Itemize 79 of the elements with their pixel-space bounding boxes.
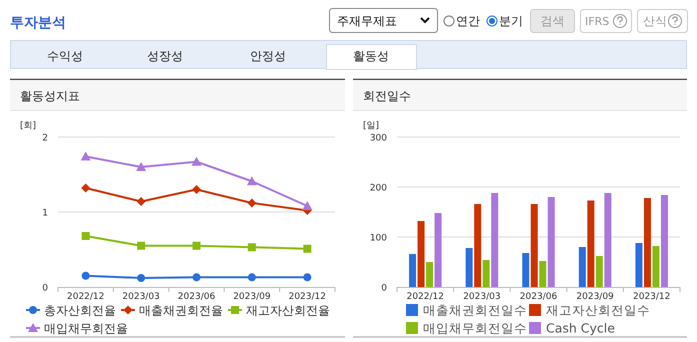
text: IFRS xyxy=(585,15,610,28)
point xyxy=(192,156,202,166)
legend-label: Cash Cycle xyxy=(546,320,616,336)
point xyxy=(82,232,90,240)
point xyxy=(303,273,312,282)
bar xyxy=(426,262,434,287)
point xyxy=(137,274,146,282)
x-tick-label: 2022/12 xyxy=(406,292,444,302)
point xyxy=(248,243,256,252)
bar xyxy=(409,254,416,287)
text: 안정성 xyxy=(250,49,286,63)
legend-label: 재고자산회전율 xyxy=(246,304,330,318)
bar xyxy=(522,253,530,287)
bar xyxy=(660,195,668,287)
point xyxy=(136,162,146,171)
x-tick-label: 2023/12 xyxy=(633,292,670,302)
legend-label: 매출채권회전일수 xyxy=(423,302,527,318)
x-tick-label: 2023/03 xyxy=(122,292,160,302)
text: 투자분석 xyxy=(10,15,66,31)
x-tick-label: 2023/09 xyxy=(233,292,271,302)
bar xyxy=(578,247,586,287)
bar xyxy=(418,221,425,287)
text: 성장성 xyxy=(147,49,183,63)
point xyxy=(247,198,256,208)
text: 주재무제표 xyxy=(337,14,397,28)
text: 분기 xyxy=(499,14,523,28)
y-tick-label: 0 xyxy=(42,284,48,294)
x-tick-label: 2023/03 xyxy=(463,292,501,302)
point xyxy=(82,272,90,280)
legend-label: 총자산회전율 xyxy=(44,304,116,318)
y-axis-title: [일] xyxy=(363,121,380,131)
bar xyxy=(539,261,546,287)
y-axis-title: [회] xyxy=(20,121,36,131)
point xyxy=(303,244,312,253)
point xyxy=(302,201,312,210)
y-tick-label: 200 xyxy=(370,184,388,194)
text: 산식 xyxy=(643,14,667,28)
bar xyxy=(604,193,612,287)
point xyxy=(248,273,256,282)
point xyxy=(137,242,146,250)
bar xyxy=(635,243,642,287)
point xyxy=(192,273,200,282)
bar xyxy=(482,260,490,287)
x-tick-label: 2023/12 xyxy=(288,292,326,302)
bar xyxy=(548,197,555,287)
bar xyxy=(596,256,603,287)
point xyxy=(192,185,201,194)
legend-label: 재고자산회전일수 xyxy=(546,302,650,318)
text: 검색 xyxy=(540,14,564,28)
bar xyxy=(491,193,498,287)
text: 연간 xyxy=(456,14,480,28)
x-tick-label: 2023/09 xyxy=(576,292,614,302)
point xyxy=(192,242,200,250)
chart-title: 활동성지표 xyxy=(20,89,80,103)
text: 활동성 xyxy=(353,49,389,63)
y-tick-label: 1 xyxy=(42,208,48,218)
x-tick-label: 2023/06 xyxy=(520,292,558,302)
y-tick-label: 300 xyxy=(370,134,388,144)
legend-label: 매입채무회전율 xyxy=(44,322,128,336)
bar xyxy=(652,246,660,287)
bar xyxy=(466,248,473,287)
text: 수익성 xyxy=(47,49,83,63)
y-tick-label: 100 xyxy=(370,234,388,244)
point xyxy=(136,197,146,206)
bar xyxy=(434,213,442,287)
chart-title: 회전일수 xyxy=(363,89,411,103)
point xyxy=(80,152,91,160)
bar xyxy=(587,200,594,287)
point xyxy=(81,184,90,192)
x-tick-label: 2023/06 xyxy=(178,292,216,302)
bar xyxy=(474,204,482,287)
legend-label: 매출채권회전율 xyxy=(139,304,223,318)
point xyxy=(246,176,257,186)
y-tick-label: 0 xyxy=(381,284,388,294)
y-tick-label: 2 xyxy=(42,134,48,144)
legend-label: 매입채무회전일수 xyxy=(423,320,527,336)
bar xyxy=(530,204,538,287)
x-tick-label: 2022/12 xyxy=(67,292,104,302)
bar xyxy=(644,198,651,287)
